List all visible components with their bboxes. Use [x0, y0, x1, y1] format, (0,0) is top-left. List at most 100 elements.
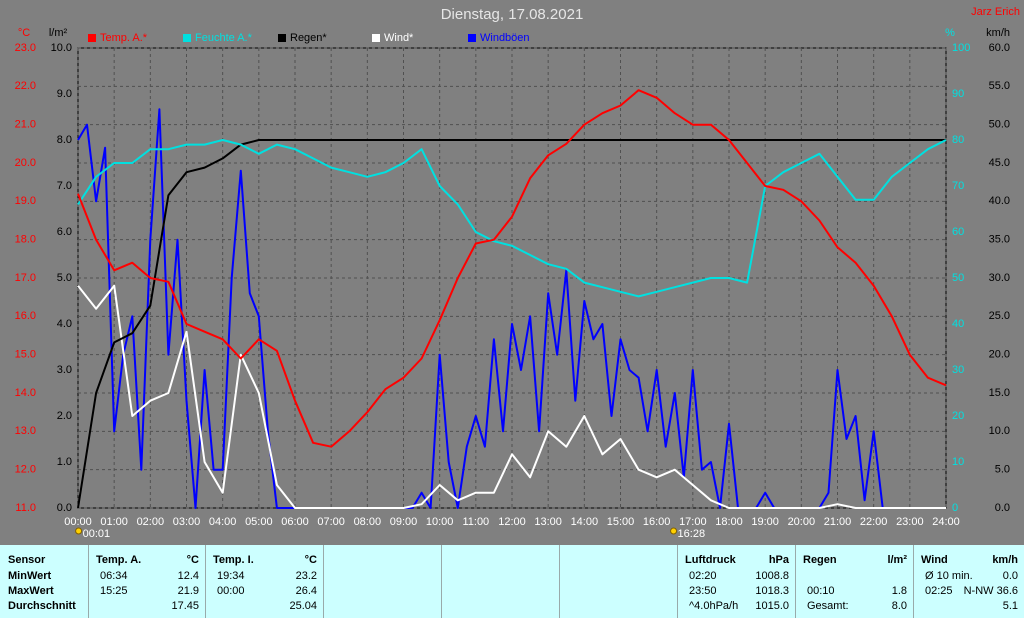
cell-value: 25.04	[289, 600, 317, 612]
y-tick-label: 60.0	[989, 42, 1010, 54]
y-tick-label: 5.0	[57, 272, 72, 284]
cell-value: 0.0	[1002, 570, 1018, 582]
y-tick-label: 40	[952, 318, 964, 330]
x-tick-label: 00:00	[64, 516, 92, 528]
annotation: 16:28	[678, 528, 706, 540]
empty-column	[559, 545, 677, 618]
cell-value: 12.4	[177, 570, 199, 582]
axis-title: l/m²	[49, 27, 68, 39]
y-tick-label: 21.0	[15, 119, 36, 131]
y-tick-label: 2.0	[57, 410, 72, 422]
column-unit: °C	[304, 554, 317, 566]
y-tick-label: 16.0	[15, 310, 36, 322]
cell-label: 02:25	[925, 585, 953, 597]
y-tick-label: 60	[952, 226, 964, 238]
series-line	[77, 139, 946, 509]
y-tick-label: 80	[952, 134, 964, 146]
x-tick-label: 07:00	[317, 516, 345, 528]
x-tick-label: 21:00	[824, 516, 852, 528]
cell-label: 19:34	[217, 570, 245, 582]
cell-value: 1008.8	[755, 570, 789, 582]
legend-swatch	[468, 34, 476, 42]
x-tick-label: 11:00	[462, 516, 489, 528]
table-header: Sensor	[8, 554, 46, 566]
cell-value: 1015.0	[755, 600, 789, 612]
cell-value: 23.2	[295, 570, 317, 582]
y-tick-label: 10.0	[989, 425, 1010, 437]
x-tick-label: 23:00	[896, 516, 924, 528]
legend-swatch	[183, 34, 191, 42]
y-tick-label: 7.0	[57, 180, 72, 192]
cell-label: 23:50	[689, 585, 717, 597]
y-tick-label: 18.0	[15, 234, 36, 246]
series-line	[77, 284, 946, 509]
column-unit: hPa	[768, 554, 789, 566]
cell-label: 15:25	[100, 585, 128, 597]
y-tick-label: 20	[952, 410, 964, 422]
row-label: Durchschnitt	[8, 600, 76, 612]
cell-label: 00:00	[217, 585, 245, 597]
y-tick-label: 0	[952, 502, 958, 514]
table-column	[677, 545, 795, 618]
y-tick-label: 30.0	[989, 272, 1010, 284]
column-header: Regen	[803, 554, 837, 566]
legend-label: Feuchte A.*	[195, 32, 253, 44]
x-tick-label: 04:00	[209, 516, 237, 528]
x-tick-label: 14:00	[571, 516, 599, 528]
y-tick-label: 70	[952, 180, 964, 192]
x-tick-label: 17:00	[679, 516, 707, 528]
y-tick-label: 15.0	[989, 387, 1010, 399]
y-tick-label: 9.0	[57, 88, 72, 100]
y-tick-label: 14.0	[15, 387, 36, 399]
x-tick-label: 16:00	[643, 516, 671, 528]
chart: Dienstag, 17.08.2021 Jarz Erich 00:00 01:…	[15, 6, 1020, 540]
y-tick-label: 10.0	[51, 42, 72, 54]
legend-swatch	[372, 34, 380, 42]
table-column	[795, 545, 913, 618]
column-unit: km/h	[992, 554, 1018, 566]
cell-value: 21.9	[177, 585, 199, 597]
table-column	[913, 545, 1024, 618]
x-tick-label: 03:00	[173, 516, 201, 528]
y-tick-label: 11.0	[15, 502, 36, 514]
x-tick-label: 02:00	[137, 516, 165, 528]
y-tick-label: 50.0	[989, 119, 1010, 131]
cell-value: 5.1	[1002, 600, 1018, 612]
cell-value: N-NW 36.6	[963, 585, 1018, 597]
x-tick-label: 12:00	[498, 516, 526, 528]
y-tick-label: 0.0	[995, 502, 1010, 514]
y-tick-label: 20.0	[989, 349, 1010, 361]
x-tick-label: 09:00	[390, 516, 418, 528]
column-header: Temp. I.	[213, 554, 254, 566]
y-tick-label: 5.0	[995, 464, 1010, 476]
column-header: Luftdruck	[685, 554, 736, 566]
legend-label: Wind*	[384, 32, 414, 44]
table-column	[205, 545, 323, 618]
y-tick-label: 50	[952, 272, 964, 284]
cell-value: 26.4	[295, 585, 317, 597]
y-tick-label: 13.0	[15, 425, 36, 437]
legend-label: Temp. A.*	[100, 32, 148, 44]
cell-label: Gesamt:	[807, 600, 849, 612]
legend-swatch	[88, 34, 96, 42]
y-tick-label: 90	[952, 88, 964, 100]
cell-label: Ø 10 min.	[925, 570, 973, 582]
row-label: MaxWert	[8, 585, 54, 597]
y-tick-label: 17.0	[15, 272, 36, 284]
row-label: MinWert	[8, 570, 52, 582]
cell-label: ^4.0hPa/h	[689, 600, 739, 612]
y-tick-label: 40.0	[989, 195, 1010, 207]
sun-icon	[75, 527, 83, 535]
author: Jarz Erich	[971, 6, 1020, 18]
cell-label: 02:20	[689, 570, 717, 582]
x-tick-label: 05:00	[245, 516, 273, 528]
x-tick-label: 19:00	[751, 516, 779, 528]
sun-icon	[670, 527, 678, 535]
x-tick-label: 20:00	[788, 516, 816, 528]
x-tick-label: 06:00	[281, 516, 309, 528]
x-tick-label: 22:00	[860, 516, 888, 528]
y-tick-label: 45.0	[989, 157, 1010, 169]
cell-value: 17.45	[171, 600, 199, 612]
cell-label: 00:10	[807, 585, 835, 597]
